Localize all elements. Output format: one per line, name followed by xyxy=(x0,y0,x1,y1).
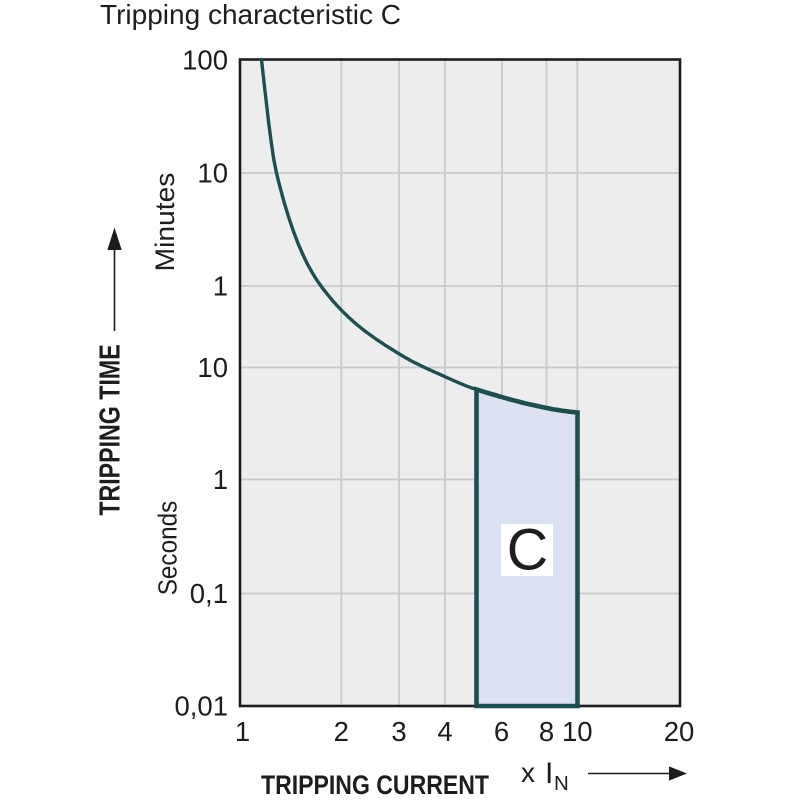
svg-text:1: 1 xyxy=(213,464,228,495)
svg-text:TRIPPING TIME: TRIPPING TIME xyxy=(93,344,126,515)
svg-text:10: 10 xyxy=(197,158,228,189)
svg-text:Seconds: Seconds xyxy=(154,501,183,596)
svg-text:3: 3 xyxy=(391,716,406,747)
svg-text:10: 10 xyxy=(197,352,228,383)
svg-text:1: 1 xyxy=(213,271,228,302)
svg-text:10: 10 xyxy=(562,716,593,747)
svg-text:Tripping characteristic C: Tripping characteristic C xyxy=(100,0,401,30)
svg-text:4: 4 xyxy=(437,716,452,747)
svg-text:1: 1 xyxy=(235,716,250,747)
svg-text:0,01: 0,01 xyxy=(174,691,228,722)
svg-text:C: C xyxy=(507,518,548,583)
svg-text:Minutes: Minutes xyxy=(150,173,180,272)
svg-text:2: 2 xyxy=(334,716,349,747)
svg-text:I: I xyxy=(545,757,553,790)
svg-text:x: x xyxy=(521,757,535,788)
svg-text:TRIPPING CURRENT: TRIPPING CURRENT xyxy=(261,770,489,800)
svg-text:N: N xyxy=(554,772,569,795)
svg-text:6: 6 xyxy=(494,716,509,747)
svg-text:0,1: 0,1 xyxy=(190,578,228,609)
svg-text:100: 100 xyxy=(182,45,228,76)
svg-text:8: 8 xyxy=(539,716,554,747)
svg-text:20: 20 xyxy=(664,716,695,747)
